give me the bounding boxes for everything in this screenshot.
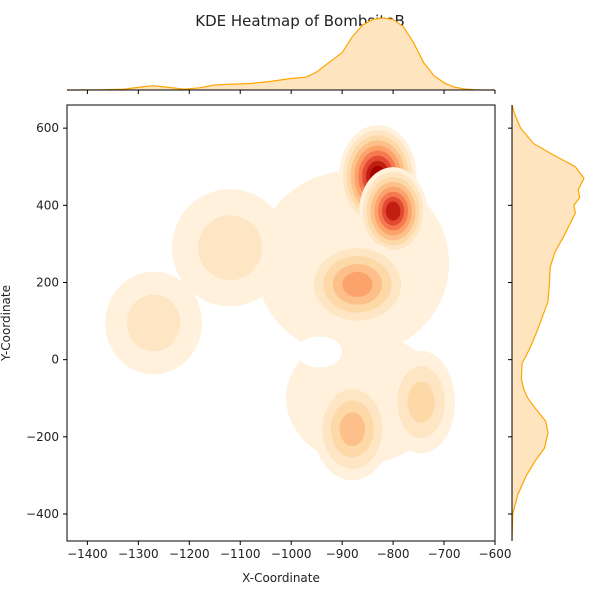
x-tick-label: −600: [479, 547, 512, 561]
x-tick-label: −1000: [271, 547, 312, 561]
x-marginal-line: [66, 17, 496, 91]
x-tick-label: −900: [326, 547, 359, 561]
x-tick-label: −1100: [220, 547, 261, 561]
x-tick-label: −1200: [169, 547, 210, 561]
chart-title: KDE Heatmap of BombsiteB: [195, 12, 405, 30]
y-tick-label: 600: [36, 121, 59, 135]
y-axis-label: Y-Coordinate: [0, 285, 13, 362]
density-contour: [342, 271, 373, 297]
y-tick-label: −200: [26, 430, 59, 444]
density-contour: [407, 381, 435, 423]
y-tick-label: 200: [36, 275, 59, 289]
x-tick-label: −800: [377, 547, 410, 561]
density-contour: [126, 294, 181, 352]
y-marginal-density: [511, 104, 585, 542]
y-marginal-line: [511, 104, 585, 542]
y-axis-ticks: −400 −200 0 200 400 600: [26, 121, 512, 521]
y-tick-label: −400: [26, 507, 59, 521]
density-contour: [339, 412, 366, 446]
x-axis-ticks: −1400 −1300 −1200 −1100 −1000 −900 −800 −700 −60…: [67, 90, 511, 561]
kde-contour-heatmap: [105, 125, 456, 481]
y-tick-label: 0: [51, 353, 59, 367]
x-tick-label: −700: [428, 547, 461, 561]
density-contour: [197, 215, 263, 281]
y-tick-label: 400: [36, 198, 59, 212]
x-marginal-area: [67, 18, 495, 90]
x-tick-label: −1400: [67, 547, 108, 561]
density-contour: [385, 201, 401, 221]
x-axis-label: X-Coordinate: [242, 571, 320, 585]
y-marginal-area: [512, 105, 584, 541]
density-gap: [296, 336, 343, 368]
x-tick-label: −1300: [118, 547, 159, 561]
plot-frame: [66, 104, 496, 542]
